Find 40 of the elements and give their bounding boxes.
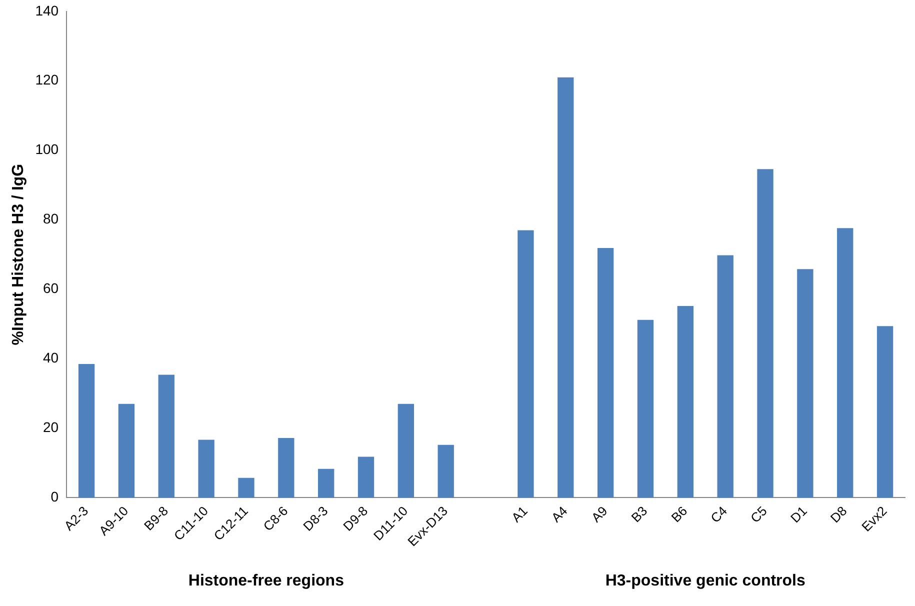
bar [797, 269, 814, 498]
y-tick-label: 100 [35, 141, 59, 158]
x-tick-label: A4 [548, 503, 570, 526]
bar [318, 468, 334, 498]
y-tick-label: 80 [42, 210, 59, 227]
bar [238, 478, 254, 498]
bar [158, 374, 174, 498]
y-axis-title: %Input Histone H3 / IgG [10, 164, 28, 346]
y-tick-label: 40 [42, 350, 59, 366]
x-tick-label: B6 [668, 503, 690, 526]
bar [198, 440, 214, 498]
bar [597, 248, 614, 498]
y-tick-label: 20 [42, 419, 59, 436]
x-tick-label: D8 [827, 503, 850, 526]
text: Histone-free regions [188, 572, 344, 590]
bar [876, 326, 894, 498]
bar [358, 456, 374, 498]
bar [278, 438, 294, 498]
text: H3-positive genic controls [605, 572, 806, 590]
bar [757, 169, 774, 498]
bar [558, 77, 574, 498]
bar [637, 320, 654, 498]
x-tick-label: B3 [628, 503, 650, 526]
bar [438, 444, 454, 498]
x-tick-label: A1 [508, 503, 530, 526]
x-tick-label: C4 [708, 503, 730, 526]
y-tick-label: 60 [42, 280, 59, 296]
bar [837, 228, 854, 498]
bar [717, 255, 734, 498]
x-tick-label: A9 [588, 503, 610, 526]
x-tick-label: D1 [787, 503, 810, 526]
bar [78, 364, 95, 498]
y-tick-label: 0 [50, 488, 59, 505]
bar [518, 230, 534, 498]
y-tick-label: 140 [35, 2, 59, 18]
bar [118, 404, 135, 498]
x-tick-label: C5 [748, 503, 770, 526]
bar [398, 404, 414, 498]
bar [677, 306, 694, 498]
y-tick-label: 120 [35, 72, 59, 88]
